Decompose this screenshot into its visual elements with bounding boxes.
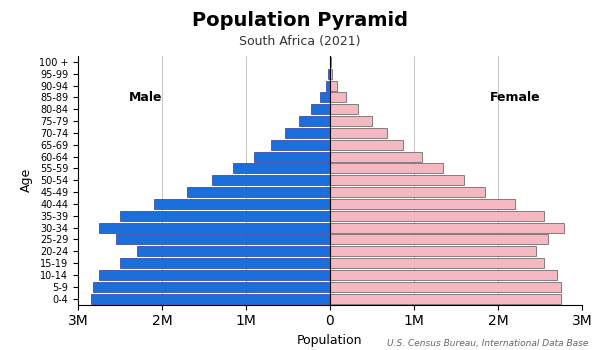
Bar bbox=[254, 152, 330, 162]
Bar bbox=[330, 163, 443, 174]
Bar bbox=[120, 211, 330, 221]
X-axis label: Population: Population bbox=[297, 334, 363, 347]
Bar bbox=[120, 258, 330, 268]
Bar bbox=[187, 187, 330, 197]
Bar bbox=[137, 246, 330, 256]
Bar bbox=[311, 104, 330, 114]
Bar bbox=[330, 92, 346, 103]
Bar bbox=[330, 258, 544, 268]
Bar bbox=[286, 128, 330, 138]
Bar bbox=[91, 294, 330, 303]
Bar bbox=[326, 80, 330, 91]
Bar bbox=[330, 116, 372, 126]
Bar bbox=[330, 175, 464, 185]
Bar bbox=[154, 199, 330, 209]
Bar bbox=[330, 57, 331, 67]
Bar bbox=[328, 69, 330, 79]
Bar bbox=[99, 270, 330, 280]
Y-axis label: Age: Age bbox=[20, 168, 33, 193]
Bar bbox=[330, 104, 358, 114]
Bar bbox=[330, 270, 557, 280]
Bar bbox=[299, 116, 330, 126]
Text: Male: Male bbox=[128, 91, 162, 104]
Text: South Africa (2021): South Africa (2021) bbox=[239, 35, 361, 48]
Text: Population Pyramid: Population Pyramid bbox=[192, 10, 408, 29]
Text: Female: Female bbox=[490, 91, 540, 104]
Bar bbox=[320, 92, 330, 103]
Bar bbox=[330, 80, 337, 91]
Text: U.S. Census Bureau, International Data Base: U.S. Census Bureau, International Data B… bbox=[386, 339, 588, 348]
Bar bbox=[330, 128, 387, 138]
Bar bbox=[330, 294, 561, 303]
Bar bbox=[330, 282, 561, 292]
Bar bbox=[330, 152, 422, 162]
Bar bbox=[330, 211, 544, 221]
Bar bbox=[116, 234, 330, 244]
Bar bbox=[212, 175, 330, 185]
Bar bbox=[330, 199, 515, 209]
Bar bbox=[99, 223, 330, 233]
Bar bbox=[271, 140, 330, 150]
Bar bbox=[330, 246, 536, 256]
Bar bbox=[93, 282, 330, 292]
Bar bbox=[330, 140, 403, 150]
Bar bbox=[233, 163, 330, 174]
Bar bbox=[330, 234, 548, 244]
Bar bbox=[330, 187, 485, 197]
Bar bbox=[330, 223, 563, 233]
Bar bbox=[330, 69, 332, 79]
